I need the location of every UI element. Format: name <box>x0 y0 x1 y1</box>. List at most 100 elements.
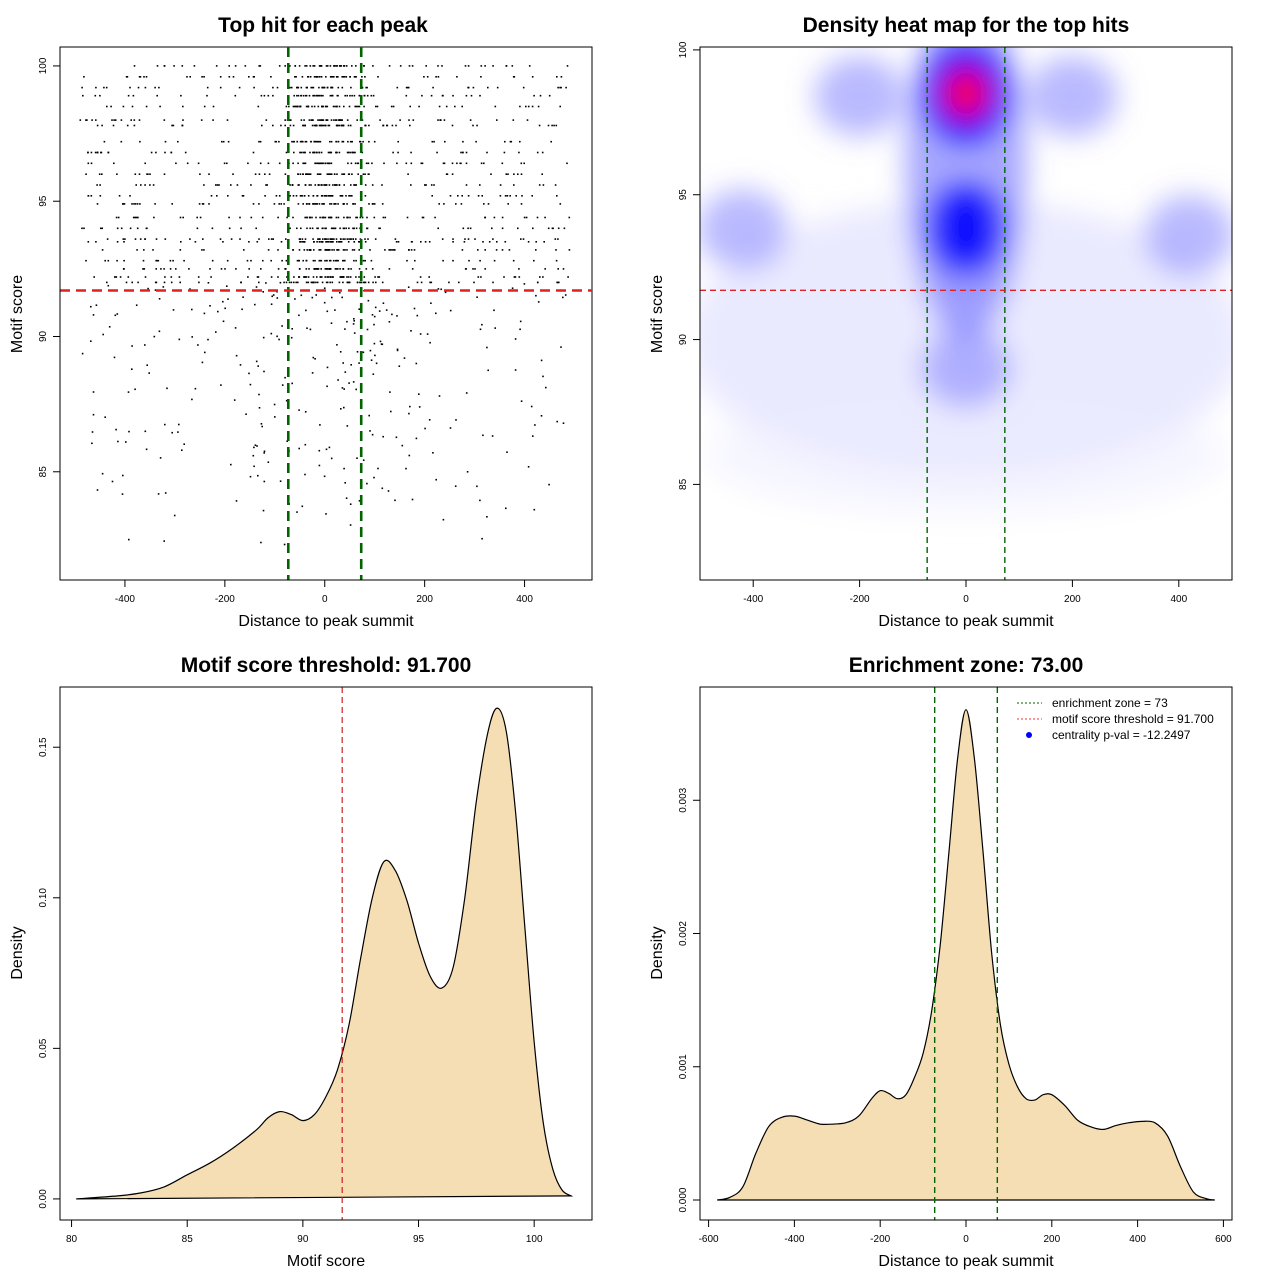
scatter-point <box>220 384 222 386</box>
scatter-point <box>87 162 90 165</box>
scatter-point <box>303 241 306 243</box>
y-tick-label: 0.10 <box>38 888 49 908</box>
heatmap-density <box>700 47 1232 516</box>
scatter-point <box>298 314 300 317</box>
scatter-point <box>95 119 97 121</box>
score-density-curve <box>76 707 574 1200</box>
scatter-point <box>255 286 258 288</box>
scatter-point <box>470 94 473 97</box>
scatter-point <box>461 249 464 251</box>
scatter-point <box>250 184 252 186</box>
scatter-point <box>227 195 229 197</box>
scatter-point <box>302 203 304 205</box>
scatter-point <box>309 216 311 219</box>
scatter-point <box>396 315 398 317</box>
scatter-point <box>481 195 483 197</box>
scatter-point <box>337 268 339 270</box>
scatter-point <box>166 387 168 390</box>
scatter-point <box>234 94 237 97</box>
scatter-point <box>555 259 558 262</box>
scatter-point <box>211 259 214 262</box>
scatter-point <box>315 294 317 296</box>
scatter-point <box>340 65 343 67</box>
scatter-point <box>419 276 422 278</box>
scatter-point <box>378 310 381 312</box>
scatter-point <box>182 105 184 108</box>
scatter-point <box>297 94 300 97</box>
panel-2-y-label: Motif score <box>649 275 666 353</box>
scatter-point <box>169 268 172 270</box>
scatter-point <box>255 360 258 363</box>
scatter-point <box>559 105 561 108</box>
scatter-point <box>204 351 206 354</box>
scatter-point <box>406 216 409 219</box>
scatter-point <box>557 281 559 284</box>
scatter-point <box>554 238 557 240</box>
scatter-point <box>277 249 279 251</box>
scatter-point <box>147 287 149 290</box>
scatter-point <box>542 276 544 278</box>
scatter-point <box>145 105 148 108</box>
scatter-point <box>179 249 182 251</box>
scatter-point <box>301 505 304 508</box>
scatter-point <box>277 276 279 278</box>
scatter-point <box>375 105 377 108</box>
scatter-point <box>501 216 504 219</box>
scatter-point <box>115 216 118 219</box>
scatter-point <box>301 140 303 143</box>
scatter-point <box>387 490 390 492</box>
scatter-point <box>523 283 526 285</box>
panel-1-plot-frame <box>59 46 593 581</box>
scatter-point <box>368 203 370 205</box>
scatter-point <box>256 276 259 278</box>
scatter-point <box>366 216 368 219</box>
scatter-point <box>557 86 559 89</box>
scatter-point <box>323 195 326 197</box>
scatter-point <box>135 304 138 306</box>
scatter-point <box>129 86 131 89</box>
scatter-point <box>414 259 416 262</box>
scatter-point <box>312 94 314 97</box>
scatter-point <box>303 276 305 278</box>
scatter-point <box>285 151 288 154</box>
scatter-point <box>343 105 345 108</box>
scatter-point <box>215 65 218 67</box>
scatter-point <box>460 203 463 205</box>
scatter-point <box>319 124 322 127</box>
scatter-point <box>106 105 108 108</box>
scatter-point <box>367 162 370 165</box>
scatter-point <box>114 276 116 278</box>
scatter-point <box>367 299 370 302</box>
scatter-point <box>329 65 332 67</box>
scatter-point <box>96 203 99 205</box>
scatter-point <box>339 238 342 240</box>
scatter-point <box>286 440 288 442</box>
scatter-point <box>329 268 332 270</box>
scatter-point <box>559 203 562 205</box>
scatter-point <box>118 195 121 197</box>
scatter-point <box>295 76 297 78</box>
scatter-point <box>319 216 321 219</box>
scatter-point <box>318 65 321 67</box>
x-tick-label: 400 <box>1129 1234 1146 1245</box>
scatter-point <box>292 124 295 127</box>
scatter-point <box>371 184 374 186</box>
scatter-point <box>341 387 344 389</box>
scatter-point <box>144 86 147 89</box>
scatter-point <box>186 162 189 165</box>
scatter-point <box>556 420 558 423</box>
scatter-point <box>564 294 567 296</box>
scatter-point <box>276 297 279 299</box>
scatter-point <box>411 65 414 67</box>
scatter-point <box>326 366 329 369</box>
scatter-point <box>395 436 398 439</box>
scatter-point <box>304 140 307 143</box>
scatter-point <box>163 268 165 270</box>
scatter-point <box>299 195 302 197</box>
scatter-point <box>145 227 148 230</box>
x-tick-label: 600 <box>1215 1234 1232 1245</box>
heatmap-hotspot-core <box>944 69 988 118</box>
scatter-point <box>364 173 366 175</box>
scatter-point <box>215 331 217 333</box>
scatter-point <box>85 119 87 121</box>
